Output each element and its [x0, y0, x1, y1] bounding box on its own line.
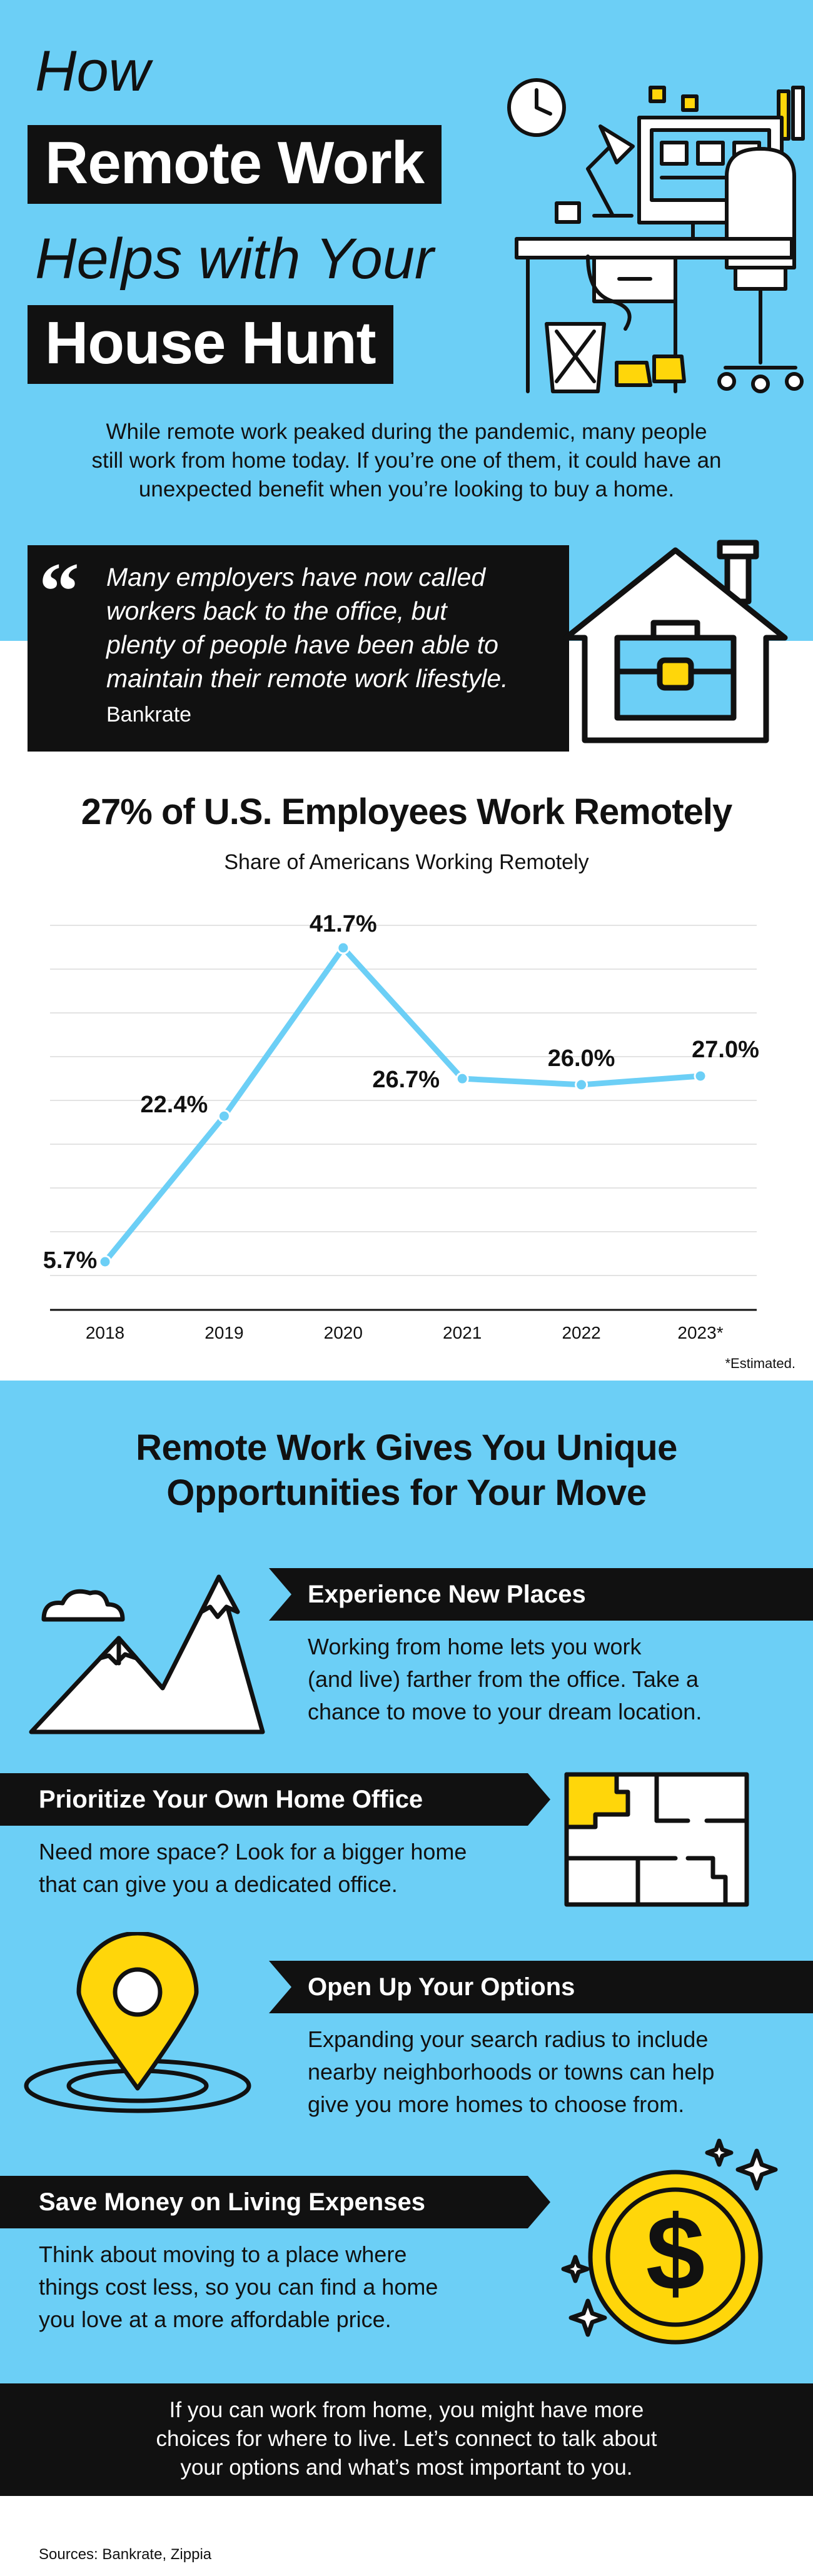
item-4-line-1: Think about moving to a place where	[39, 2241, 407, 2267]
data-point	[217, 1109, 231, 1123]
mountains-icon	[29, 1574, 265, 1734]
data-label: 41.7%	[310, 911, 377, 937]
item-4-text: Think about moving to a place where thin…	[39, 2238, 539, 2336]
item-1-banner: Experience New Places	[269, 1568, 813, 1621]
x-tick-label: 2020	[324, 1323, 363, 1342]
footer-line-2: choices for where to live. Let’s connect…	[156, 2427, 657, 2451]
item-1-line-2: (and live) farther from the office. Take…	[308, 1666, 699, 1692]
coin-dollar-sign: $	[646, 2194, 705, 2313]
quote-line-1: Many employers have now called	[106, 563, 486, 591]
opportunities-heading: Remote Work Gives You Unique Opportuniti…	[0, 1426, 813, 1516]
data-label: 27.0%	[692, 1037, 759, 1063]
item-2-line-1: Need more space? Look for a bigger home	[39, 1839, 467, 1864]
footer-line-3: your options and what’s most important t…	[180, 2455, 633, 2480]
item-3-line-3: give you more homes to choose from.	[308, 2091, 685, 2117]
sources: Sources: Bankrate, Zippia	[39, 2546, 212, 2563]
data-point	[336, 941, 350, 955]
chart-title: 27% of U.S. Employees Work Remotely	[81, 792, 733, 832]
item-1-line-3: chance to move to your dream location.	[308, 1699, 702, 1724]
quote-source: Bankrate	[106, 703, 192, 727]
title-line-3: Helps with Your	[35, 227, 434, 291]
line-chart: 5.7% 2018 22.4% 2019 41.7% 2020 26.7% 2021 26.0%…	[43, 911, 759, 1342]
house-briefcase-icon	[563, 540, 788, 743]
item-1-text: Working from home lets you work (and liv…	[308, 1631, 795, 1728]
data-label: 22.4%	[141, 1092, 208, 1118]
data-point	[575, 1078, 588, 1092]
item-2-banner: Prioritize Your Own Home Office	[0, 1773, 550, 1826]
item-2-text: Need more space? Look for a bigger home …	[39, 1836, 527, 1901]
chart-footnote: *Estimated.	[725, 1356, 796, 1371]
intro-line-2: still work from home today. If you’re on…	[91, 448, 722, 473]
data-point	[455, 1072, 469, 1085]
data-point	[98, 1255, 112, 1269]
title-line-1: How	[35, 39, 151, 103]
item-1-line-1: Working from home lets you work	[308, 1634, 642, 1659]
desk-illustration-icon	[507, 78, 805, 393]
x-tick-label: 2018	[86, 1323, 124, 1342]
footer-line-1: If you can work from home, you might hav…	[169, 2398, 644, 2422]
data-label: 5.7%	[43, 1247, 98, 1274]
quote-line-2: workers back to the office, but	[106, 596, 447, 625]
series-line	[102, 945, 704, 1265]
title-line-2: Remote Work	[28, 125, 442, 204]
item-4-line-3: you love at a more affordable price.	[39, 2307, 391, 2332]
coin-icon: $	[561, 2138, 778, 2345]
item-3-line-2: nearby neighborhoods or towns can help	[308, 2059, 715, 2085]
opportunities-heading-line-2: Opportunities for Your Move	[166, 1472, 647, 1513]
title-line-4: House Hunt	[28, 305, 393, 384]
data-label: 26.7%	[372, 1067, 440, 1093]
data-label: 26.0%	[548, 1045, 615, 1072]
data-point	[694, 1069, 707, 1083]
opportunities-heading-line-1: Remote Work Gives You Unique	[136, 1427, 677, 1468]
quote-line-3: plenty of people have been able to	[106, 630, 498, 659]
quote-mark: “	[39, 546, 79, 636]
quote-text: Many employers have now called workers b…	[106, 560, 563, 695]
intro-line-1: While remote work peaked during the pand…	[106, 420, 707, 444]
x-tick-label: 2021	[443, 1323, 482, 1342]
floor-plan-icon	[564, 1772, 749, 1907]
footer-box	[0, 2383, 813, 2496]
item-2-line-2: that can give you a dedicated office.	[39, 1871, 398, 1897]
item-4-line-2: things cost less, so you can find a home	[39, 2274, 438, 2300]
item-4-banner: Save Money on Living Expenses	[0, 2176, 550, 2228]
quote-line-4: maintain their remote work lifestyle.	[106, 664, 508, 693]
x-tick-label: 2022	[562, 1323, 600, 1342]
intro-text: While remote work peaked during the pand…	[0, 418, 813, 504]
intro-line-3: unexpected benefit when you’re looking t…	[138, 477, 675, 501]
item-3-text: Expanding your search radius to include …	[308, 2023, 802, 2121]
footer-text: If you can work from home, you might hav…	[0, 2396, 813, 2482]
x-tick-label: 2019	[205, 1323, 243, 1342]
location-pin-icon	[24, 1932, 251, 2113]
item-3-line-1: Expanding your search radius to include	[308, 2026, 709, 2052]
x-tick-label: 2023*	[677, 1323, 723, 1342]
item-3-banner: Open Up Your Options	[269, 1961, 813, 2013]
chart-subtitle: Share of Americans Working Remotely	[224, 850, 589, 874]
quote-box: “ Many employers have now called workers…	[28, 545, 569, 752]
